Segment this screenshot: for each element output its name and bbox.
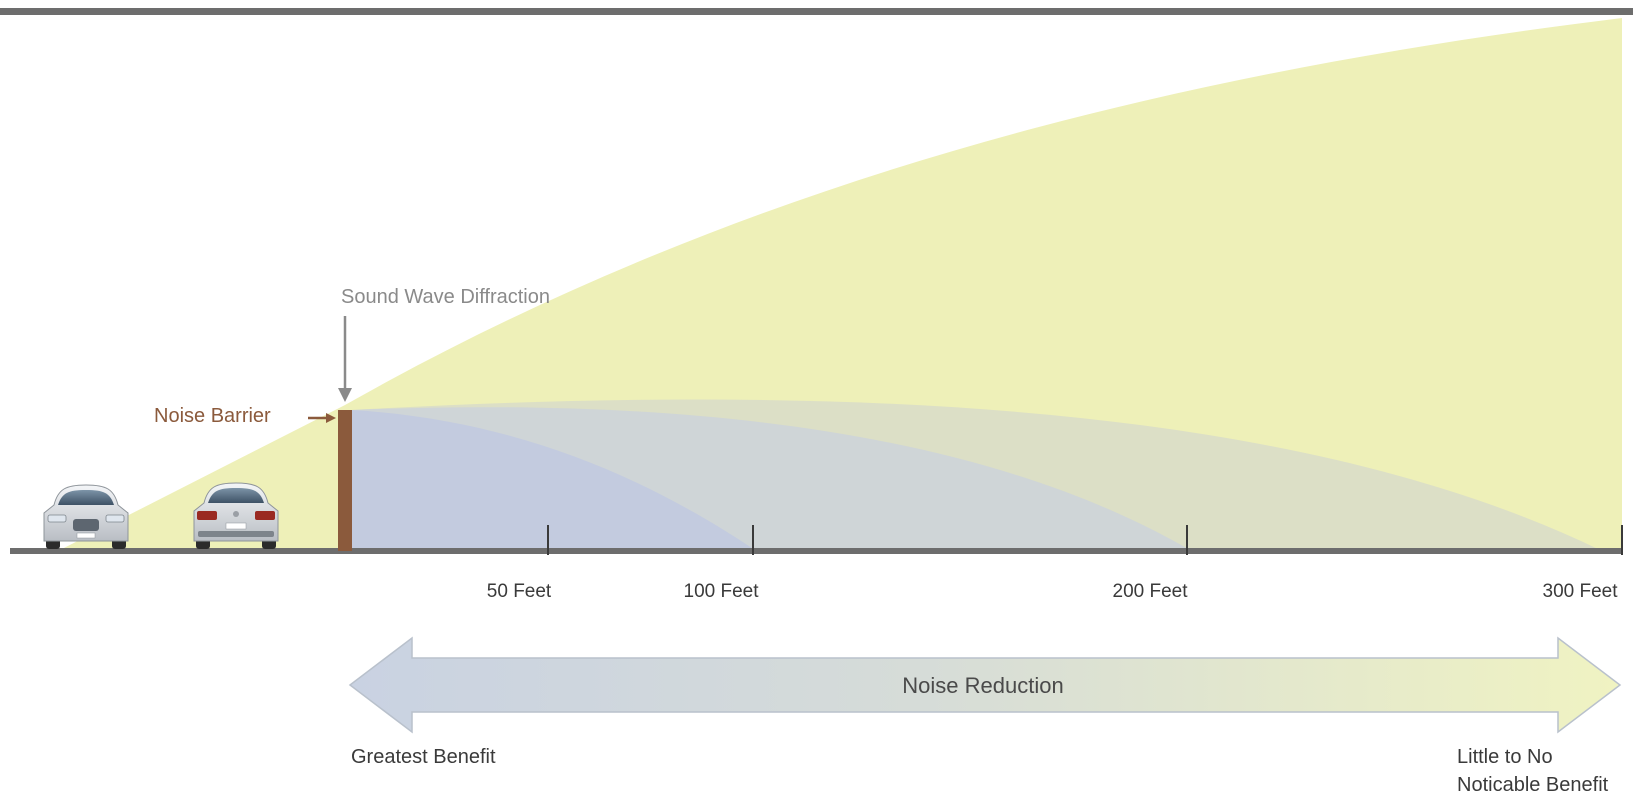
noise-reduction-arrow: [348, 636, 1622, 734]
diffraction-arrowhead: [338, 388, 352, 402]
top-border: [0, 8, 1633, 15]
diffraction-label: Sound Wave Diffraction: [341, 286, 550, 308]
little-benefit-label-line1: Little to No: [1457, 746, 1553, 768]
car-rear-icon: [193, 482, 279, 549]
car-front-icon: [43, 484, 129, 549]
barrier-arrowhead: [326, 413, 336, 423]
barrier-label: Noise Barrier: [154, 405, 271, 427]
tick-label-100: 100 Feet: [684, 581, 760, 602]
little-benefit-label-line2: Noticable Benefit: [1457, 774, 1609, 796]
tick-label-300: 300 Feet: [1543, 581, 1619, 602]
tick-label-200: 200 Feet: [1113, 581, 1189, 602]
noise-barrier-wall: [338, 410, 352, 551]
greatest-benefit-label: Greatest Benefit: [351, 746, 496, 768]
ground-line: [10, 548, 1623, 554]
distance-axis: 50 Feet 100 Feet 200 Feet 300 Feet: [487, 525, 1623, 602]
tick-label-50: 50 Feet: [487, 581, 552, 602]
noise-reduction-label: Noise Reduction: [902, 673, 1063, 698]
shadow-zone-100: [352, 410, 755, 550]
